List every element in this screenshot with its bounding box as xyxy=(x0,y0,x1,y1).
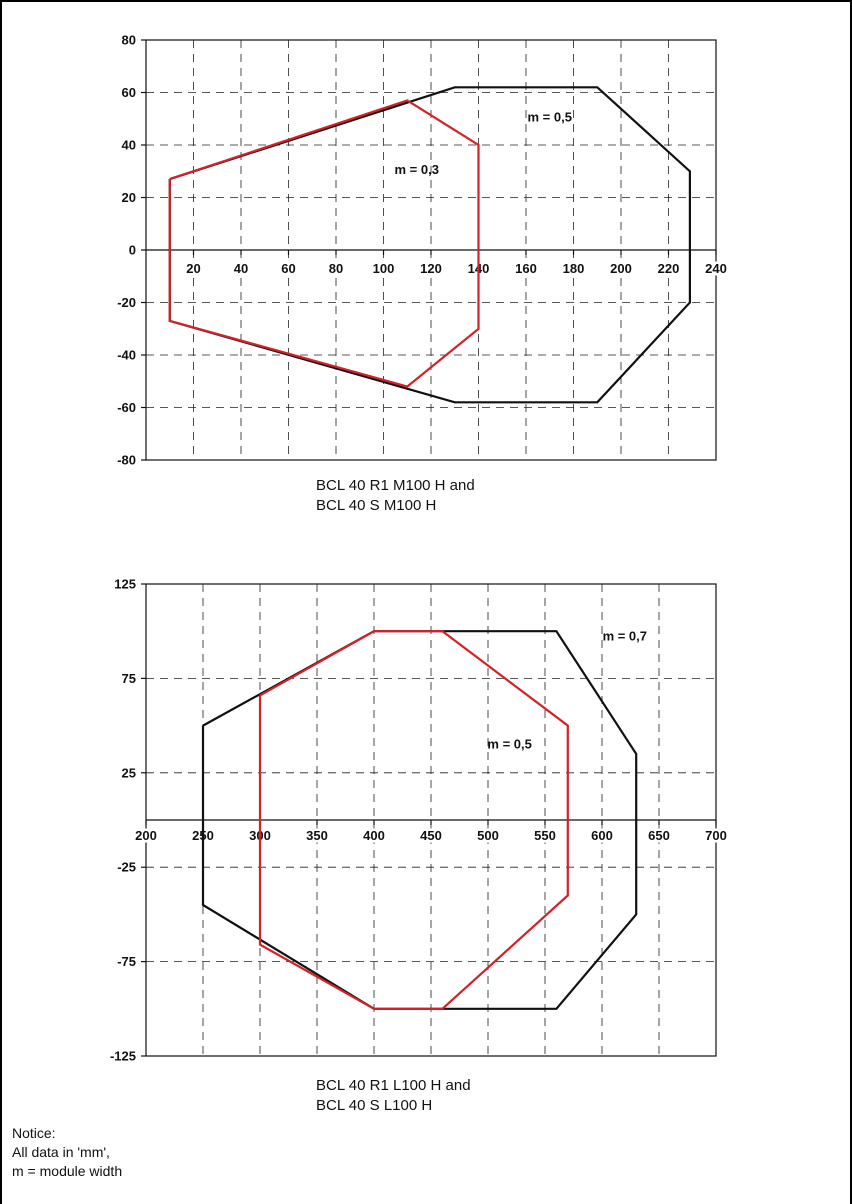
x-tick-label: 160 xyxy=(515,261,537,276)
x-tick-label: 120 xyxy=(420,261,442,276)
y-tick-label: -80 xyxy=(117,453,136,468)
series-line-inner xyxy=(258,630,569,1010)
x-tick-label: 700 xyxy=(705,828,727,843)
y-tick-label: 25 xyxy=(122,765,136,780)
y-tick-label: -20 xyxy=(117,295,136,310)
series-annotation: m = 0,7 xyxy=(603,629,647,644)
x-tick-label: 200 xyxy=(610,261,632,276)
y-tick-label: 40 xyxy=(122,138,136,153)
caption-line: BCL 40 S M100 H xyxy=(316,497,437,514)
series-annotation: m = 0,5 xyxy=(528,109,572,124)
y-tick-label: 60 xyxy=(122,85,136,100)
series-annotation: m = 0,5 xyxy=(487,736,531,751)
x-tick-label: 100 xyxy=(373,261,395,276)
chart-1-caption: BCL 40 R1 M100 H and BCL 40 S M100 H xyxy=(316,476,475,516)
notice-text: Notice: All data in 'mm', m = module wid… xyxy=(12,1125,123,1179)
y-tick-label: 125 xyxy=(114,577,136,592)
series-annotation: m = 0,3 xyxy=(395,162,439,177)
y-tick-label: 75 xyxy=(122,671,136,686)
y-tick-label: -75 xyxy=(117,954,136,969)
y-tick-label: -25 xyxy=(117,860,136,875)
x-tick-label: 350 xyxy=(306,828,328,843)
x-tick-label: 180 xyxy=(563,261,585,276)
x-tick-label: 20 xyxy=(186,261,200,276)
chart-2-caption: BCL 40 R1 L100 H and BCL 40 S L100 H xyxy=(316,1076,471,1116)
x-tick-label: 500 xyxy=(477,828,499,843)
x-tick-label: 220 xyxy=(658,261,680,276)
x-tick-label: 200 xyxy=(135,828,157,843)
y-tick-label: -40 xyxy=(117,348,136,363)
x-tick-label: 240 xyxy=(705,261,727,276)
y-tick-label: 80 xyxy=(122,33,136,48)
caption-line: BCL 40 R1 M100 H and xyxy=(316,477,475,494)
x-tick-label: 550 xyxy=(534,828,556,843)
x-tick-label: 650 xyxy=(648,828,670,843)
x-tick-label: 450 xyxy=(420,828,442,843)
x-tick-label: 40 xyxy=(234,261,248,276)
x-tick-label: 400 xyxy=(363,828,385,843)
x-tick-label: 60 xyxy=(281,261,295,276)
caption-line: BCL 40 R1 L100 H and xyxy=(316,1077,471,1094)
y-tick-label: 20 xyxy=(122,190,136,205)
y-tick-label: -60 xyxy=(117,400,136,415)
x-tick-label: 80 xyxy=(329,261,343,276)
caption-line: BCL 40 S L100 H xyxy=(316,1097,433,1114)
y-tick-label: 0 xyxy=(129,243,136,258)
y-tick-label: -125 xyxy=(110,1049,136,1064)
x-tick-label: 600 xyxy=(591,828,613,843)
series-line-inner xyxy=(168,99,480,388)
